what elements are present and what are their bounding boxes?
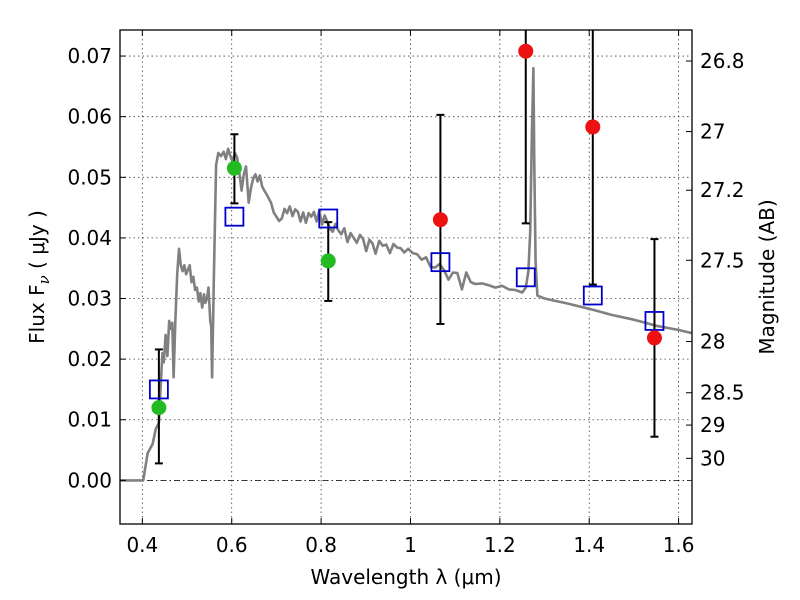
y-tick-label: 0.02 — [67, 347, 112, 371]
y-axis-label: Flux Fν ( μJy ) — [25, 210, 53, 344]
y-axis-label-subscript: ν — [35, 275, 53, 284]
mag-tick-label: 27 — [700, 120, 725, 144]
nondetection-point — [432, 212, 448, 228]
plot-frame — [119, 29, 693, 525]
y-axis-label-text: Flux F — [25, 284, 49, 343]
x-tick-label: 1.2 — [484, 533, 516, 557]
nondetection-point — [585, 119, 601, 135]
right-axis-label: Magnitude (AB) — [755, 199, 779, 354]
y-tick-label: 0.03 — [67, 287, 112, 311]
mag-tick-label: 30 — [700, 446, 725, 470]
x-axis-label: Wavelength λ (μm) — [310, 565, 501, 589]
x-tick-label: 1.6 — [663, 533, 695, 557]
x-tick-label: 0.6 — [216, 533, 248, 557]
x-tick-label: 1.4 — [573, 533, 605, 557]
mag-tick-label: 28 — [700, 330, 725, 354]
error-bar-layer — [154, 30, 659, 465]
model-square-marker — [148, 379, 169, 400]
model-square-marker — [224, 206, 245, 227]
mag-tick-label: 27.5 — [700, 248, 745, 272]
model-square-marker — [318, 208, 339, 229]
y-tick-label: 0.04 — [67, 226, 112, 250]
mag-tick-label: 29 — [700, 413, 725, 437]
model-square-marker — [582, 285, 603, 306]
x-tick-label: 1 — [404, 533, 417, 557]
y-tick-label: 0.01 — [67, 408, 112, 432]
y-tick-label: 0.06 — [67, 105, 112, 129]
mag-tick-label: 28.5 — [700, 381, 745, 405]
model-square-marker — [430, 252, 451, 273]
marker-layer — [148, 43, 665, 416]
model-square-marker — [515, 267, 536, 288]
detection-point — [151, 400, 167, 416]
nondetection-point — [518, 43, 534, 59]
grid — [120, 30, 692, 524]
mag-tick-label: 27.2 — [700, 178, 745, 202]
sed-template-curve — [120, 66, 693, 482]
nondetection-point — [646, 330, 662, 346]
tick-layer: 0.4 0.6 0.8 1 1.2 1.4 1.6 0.00 0.01 0.02 0.03 0.04 0… — [67, 30, 745, 557]
sed-template-layer — [120, 66, 693, 482]
detection-point — [226, 160, 242, 176]
y-tick-label: 0.05 — [67, 165, 112, 189]
x-tick-label: 0.4 — [126, 533, 158, 557]
detection-point — [320, 253, 336, 269]
y-tick-label: 0.00 — [67, 468, 112, 492]
y-tick-label: 0.07 — [67, 44, 112, 68]
y-axis-label-unit: ( μJy ) — [25, 210, 49, 275]
x-tick-label: 0.8 — [305, 533, 337, 557]
mag-tick-label: 26.8 — [700, 49, 745, 73]
model-square-marker — [644, 311, 665, 331]
